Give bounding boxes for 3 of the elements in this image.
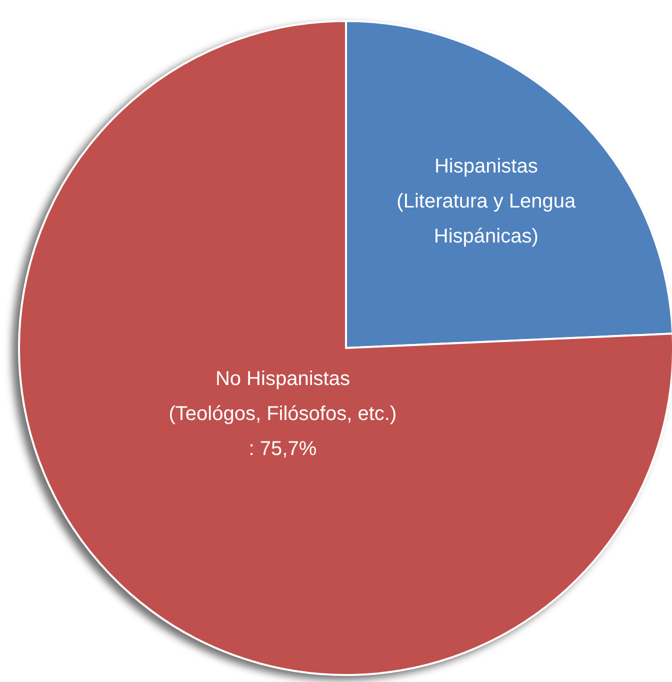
data-label: : 75,7%	[248, 438, 317, 460]
slice-label: No Hispanistas (Teológos, Filósofos, etc.)	[168, 368, 397, 426]
slice-label: Hispanistas (Literatura y Lengua Hispánicas)	[396, 156, 577, 248]
